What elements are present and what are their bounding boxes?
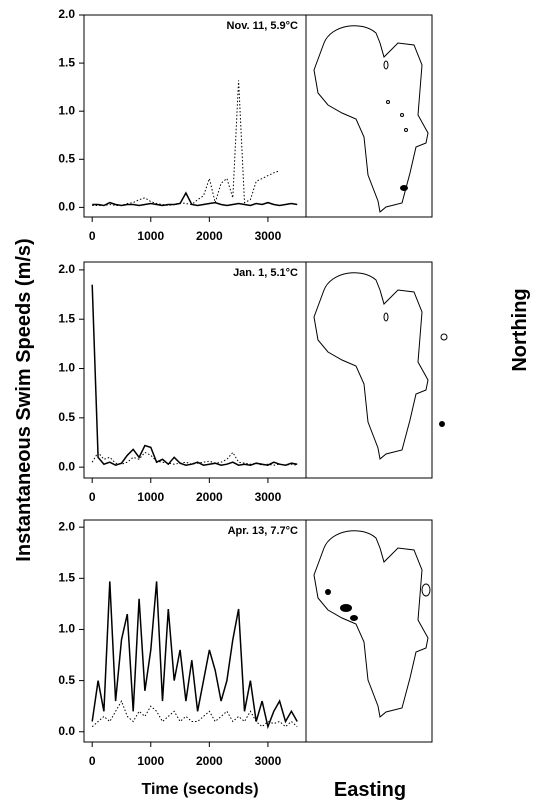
map (305, 261, 448, 479)
annotation: Apr. 13, 7.7°C (228, 525, 298, 537)
annotation: Nov. 11, 5.9°C (227, 20, 299, 32)
y-axis-title: Instantaneous Swim Speeds (m/s) (13, 238, 35, 561)
series-line (91, 699, 298, 728)
y-tick-label: 0.0 (58, 724, 75, 738)
series-line (92, 191, 298, 207)
y-tick-label: 1.0 (58, 622, 75, 636)
x-tick-label: 1000 (137, 229, 164, 243)
x-tick-label: 3000 (255, 754, 282, 768)
x-tick-label: 3000 (255, 490, 282, 504)
y-tick-label: 2.0 (58, 519, 75, 533)
series-line (91, 284, 298, 467)
series-line (92, 80, 280, 207)
plot-frame (83, 261, 307, 479)
x-tick-label: 0 (89, 229, 96, 243)
y-tick-label: 0.5 (58, 410, 75, 424)
x-tick-label: 2000 (196, 490, 223, 504)
x-axis-title: Time (seconds) (141, 781, 258, 798)
x-tick-label: 0 (89, 754, 96, 768)
map (305, 519, 433, 743)
x-tick-label: 1000 (137, 754, 164, 768)
map-y-title: Northing (509, 288, 531, 371)
y-tick-label: 1.0 (58, 103, 75, 117)
x-tick-label: 0 (89, 490, 96, 504)
y-tick-label: 0.0 (58, 200, 75, 214)
x-tick-label: 2000 (196, 754, 223, 768)
y-tick-label: 0.5 (58, 673, 75, 687)
y-tick-label: 2.0 (58, 262, 75, 276)
y-tick-label: 1.5 (58, 570, 75, 584)
y-tick-label: 1.5 (58, 55, 75, 69)
x-tick-label: 2000 (196, 229, 223, 243)
series-line (91, 581, 298, 730)
x-tick-label: 3000 (255, 229, 282, 243)
plot-frame (83, 519, 307, 743)
y-tick-label: 2.0 (58, 7, 75, 21)
y-tick-label: 1.5 (58, 311, 75, 325)
y-tick-label: 0.0 (58, 459, 75, 473)
map (305, 14, 433, 218)
y-tick-label: 1.0 (58, 361, 75, 375)
plot-frame (83, 14, 307, 218)
x-tick-label: 1000 (137, 490, 164, 504)
annotation: Jan. 1, 5.1°C (233, 267, 298, 279)
y-tick-label: 0.5 (58, 151, 75, 165)
series-line (91, 451, 298, 466)
map-x-title: Easting (334, 779, 406, 800)
